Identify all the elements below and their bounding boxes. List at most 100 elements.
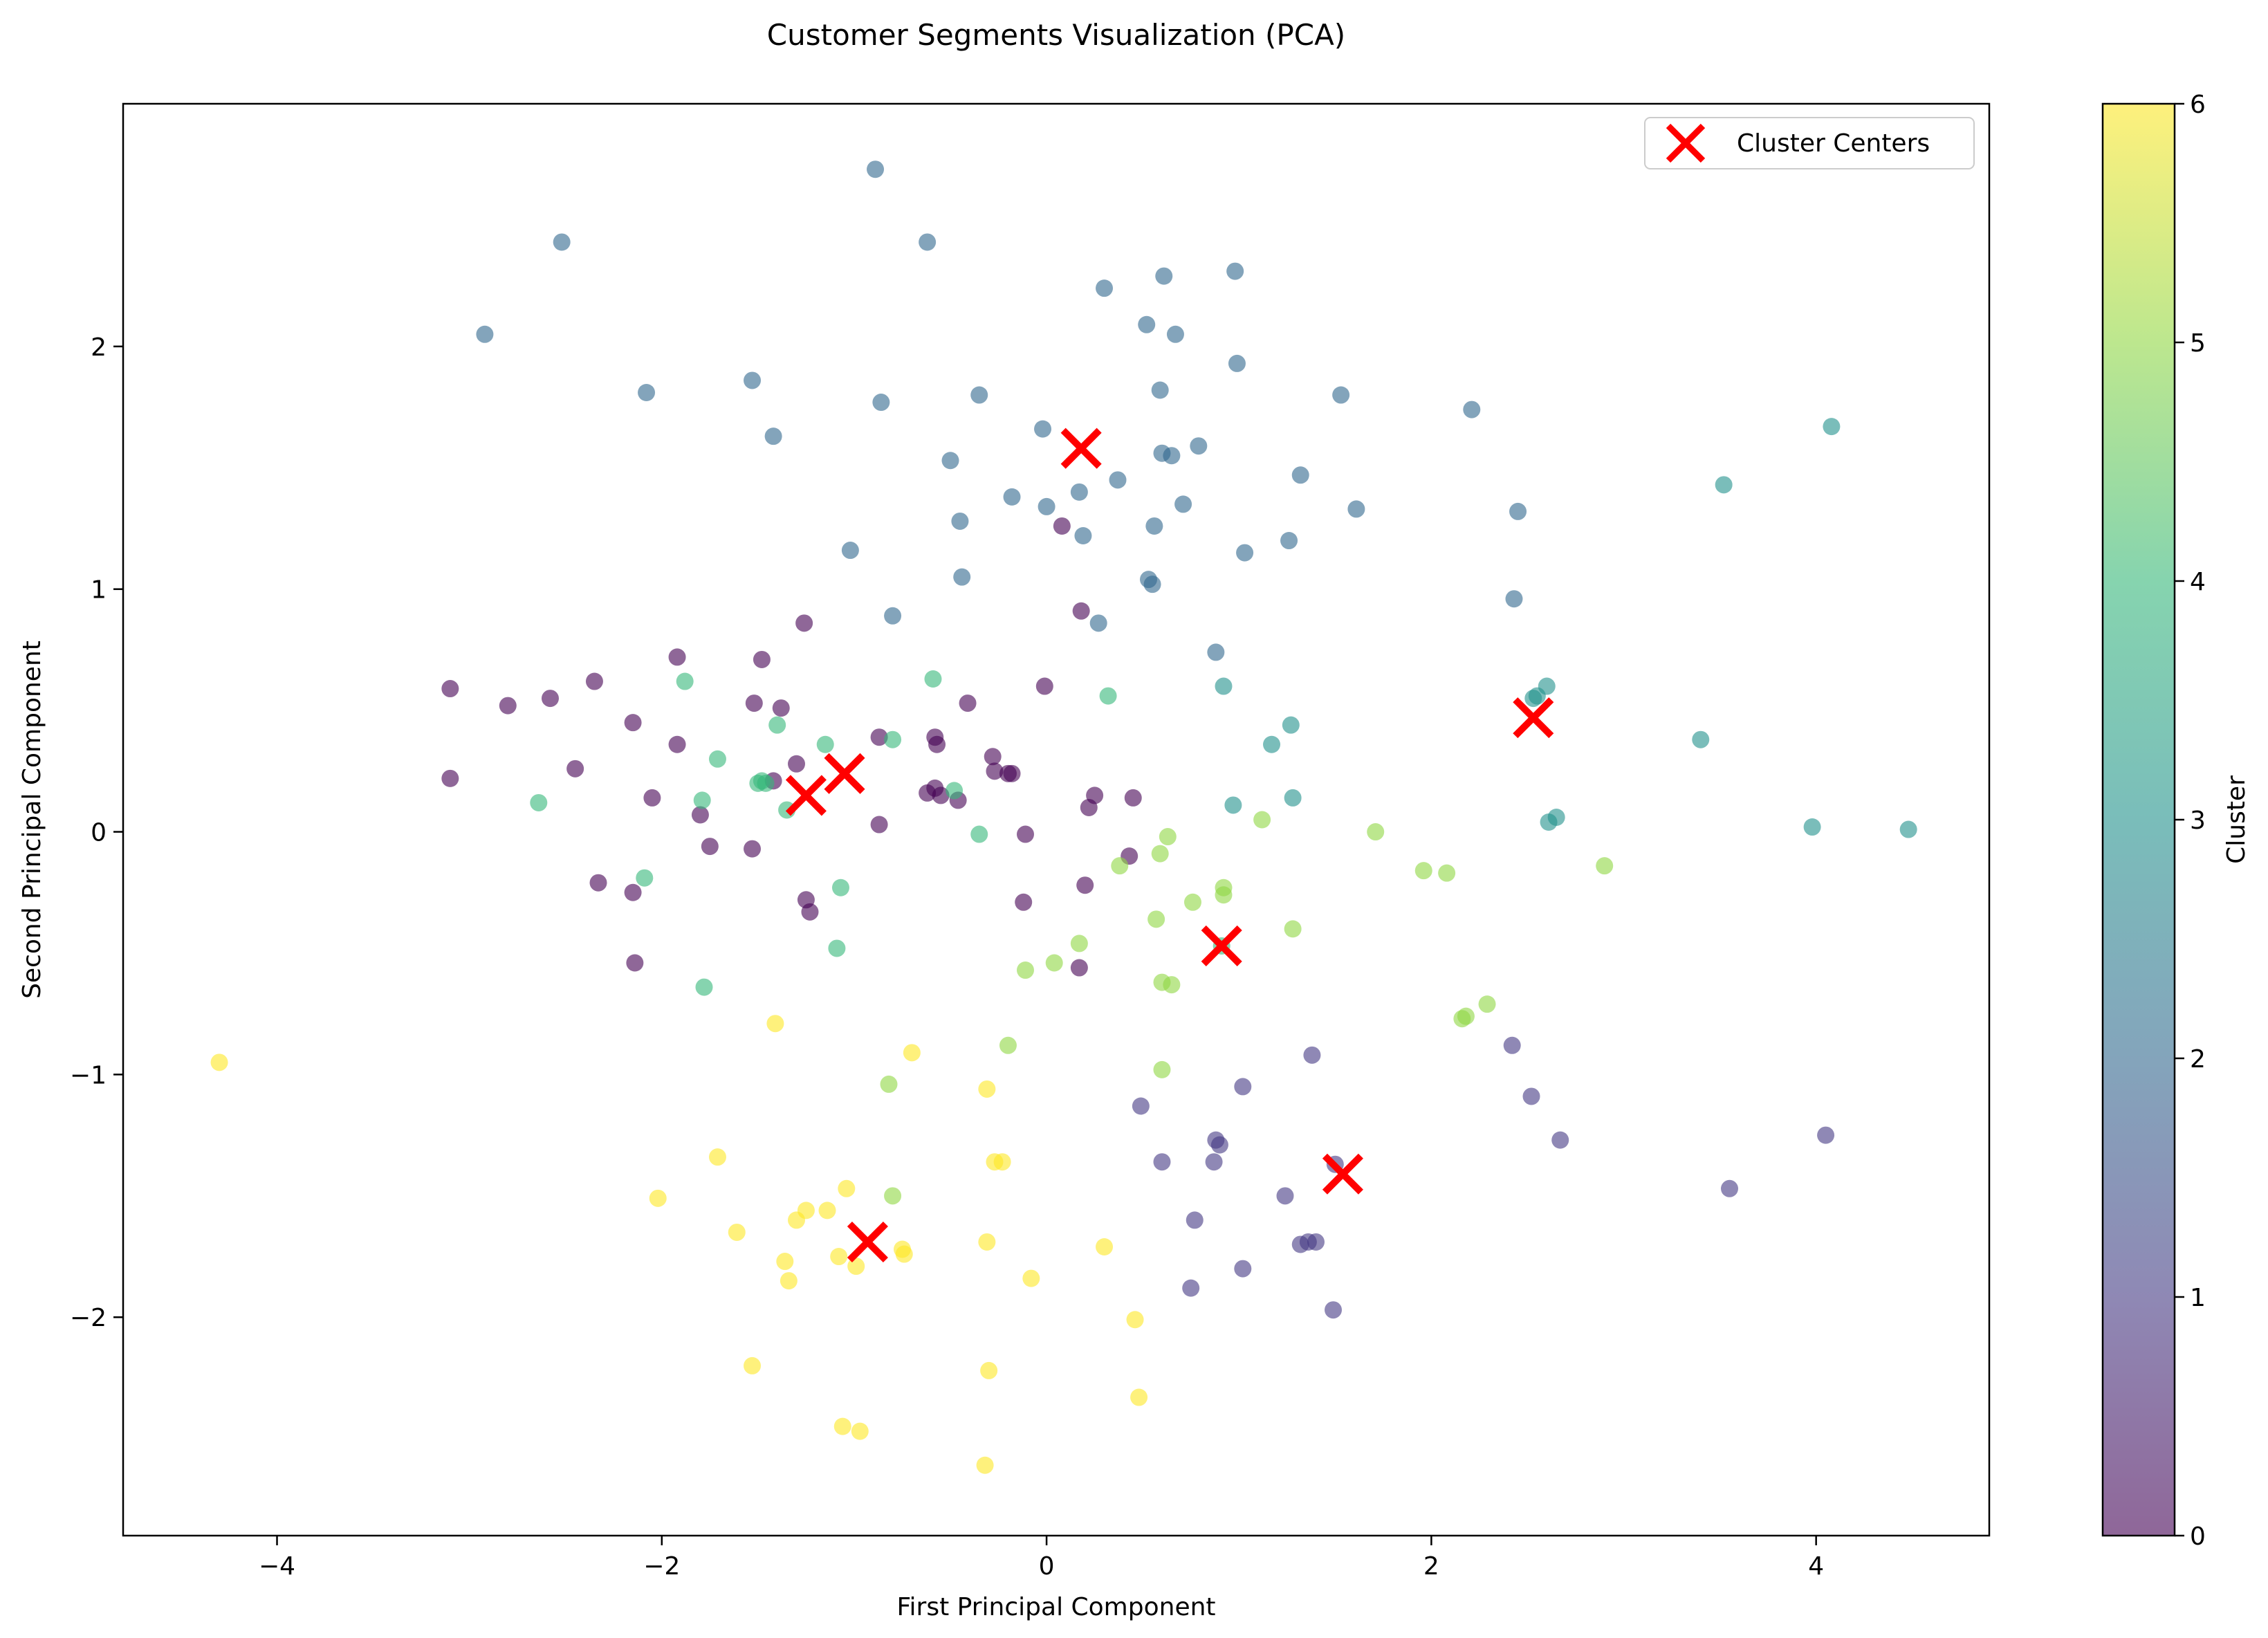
legend-marker-x [1666,123,1706,163]
cluster-center-marker [1322,1153,1363,1195]
colorbar-tick-label: 5 [2190,329,2206,358]
data-point-cluster-4 [676,672,694,690]
data-point-cluster-2 [1228,354,1246,372]
data-point-cluster-2 [1143,576,1161,593]
data-point-cluster-0 [624,714,642,732]
data-point-cluster-1 [1186,1211,1204,1229]
data-point-cluster-0 [541,690,559,708]
colorbar-label: Cluster [2222,775,2251,864]
data-point-cluster-5 [1478,995,1496,1013]
data-point-cluster-0 [1016,825,1034,843]
data-point-cluster-6 [1022,1269,1040,1287]
data-point-cluster-6 [978,1080,996,1098]
data-point-cluster-2 [1207,643,1225,661]
data-point-cluster-5 [1147,910,1165,928]
colorbar-tick-label: 0 [2190,1522,2206,1551]
legend: Cluster Centers [1644,117,1975,169]
y-axis: −2 −1 0 1 2 [70,333,123,1332]
data-point-cluster-0 [959,694,977,712]
data-point-cluster-6 [766,1015,784,1033]
data-point-cluster-0 [691,806,709,824]
legend-entry-cluster-centers: Cluster Centers [1737,129,1930,158]
data-point-cluster-4 [530,793,548,811]
data-point-cluster-0 [870,816,888,834]
data-point-cluster-5 [1183,893,1201,911]
data-point-cluster-6 [649,1189,667,1207]
data-point-cluster-0 [643,789,661,807]
data-point-cluster-0 [788,755,806,773]
plot-frame [122,102,1991,1537]
data-point-cluster-0 [772,699,790,717]
data-point-cluster-2 [1070,483,1088,501]
data-point-cluster-3 [1224,796,1242,814]
data-point-cluster-2 [1089,614,1107,632]
data-point-cluster-5 [1163,976,1181,994]
data-point-cluster-2 [919,233,937,251]
data-point-cluster-5 [1153,1060,1171,1078]
data-point-cluster-2 [1163,447,1181,465]
x-axis-label: First Principal Component [896,1593,1215,1621]
data-point-cluster-4 [1099,687,1117,705]
data-point-cluster-6 [708,1148,726,1166]
data-point-cluster-1 [1210,1136,1228,1154]
y-axis-label: Second Principal Component [18,641,46,999]
data-point-cluster-2 [1347,500,1365,518]
data-point-cluster-4 [693,791,711,809]
data-point-cluster-6 [903,1044,921,1062]
data-point-cluster-3 [1803,818,1821,836]
data-point-cluster-0 [745,694,763,712]
scatter-points [210,160,1917,1474]
data-point-cluster-2 [1166,325,1184,343]
data-point-cluster-1 [1205,1153,1223,1171]
data-point-cluster-5 [1045,954,1063,972]
cluster-center-marker [847,1221,888,1263]
data-point-cluster-2 [1190,437,1208,455]
data-point-cluster-5 [1111,857,1129,875]
data-point-cluster-5 [1215,886,1233,904]
data-point-cluster-1 [1182,1279,1200,1297]
data-point-cluster-2 [1138,315,1156,333]
y-tick-label: 1 [91,576,107,605]
data-point-cluster-3 [1215,677,1233,695]
data-point-cluster-0 [585,672,603,690]
colorbar-tick-label: 3 [2190,807,2206,835]
data-point-cluster-1 [1325,1301,1343,1319]
data-point-cluster-6 [210,1053,228,1071]
x-tick-label: −4 [259,1552,295,1581]
data-point-cluster-1 [1234,1260,1252,1278]
data-point-cluster-2 [1109,471,1127,489]
data-point-cluster-2 [744,371,762,389]
data-point-cluster-0 [1015,893,1033,911]
data-point-cluster-1 [1522,1087,1540,1105]
data-point-cluster-0 [589,874,607,892]
data-point-cluster-5 [1159,828,1177,846]
data-point-cluster-5 [1438,864,1456,882]
data-point-cluster-5 [1151,845,1169,863]
data-point-cluster-5 [1367,823,1385,841]
data-point-cluster-0 [499,697,517,715]
data-point-cluster-1 [1234,1078,1252,1096]
data-point-cluster-0 [986,762,1004,780]
data-point-cluster-6 [830,1248,848,1266]
data-point-cluster-6 [833,1417,851,1435]
data-point-cluster-0 [928,735,946,753]
data-point-cluster-4 [695,978,713,996]
data-point-cluster-2 [1226,262,1244,280]
data-point-cluster-2 [764,427,782,445]
data-point-cluster-0 [701,838,719,856]
data-point-cluster-5 [1414,862,1432,880]
data-point-cluster-2 [953,568,971,586]
data-point-cluster-0 [1003,764,1021,782]
data-point-cluster-0 [984,748,1002,766]
data-point-cluster-2 [1236,544,1254,562]
x-tick-label: −2 [643,1552,680,1581]
data-point-cluster-2 [1291,466,1309,484]
plot-area [123,104,1989,1536]
data-point-cluster-2 [476,325,494,343]
data-point-cluster-5 [999,1036,1017,1054]
cluster-center-marker [1060,427,1102,469]
data-point-cluster-2 [867,160,885,178]
y-tick-label: 2 [91,333,107,362]
data-point-cluster-5 [1016,961,1034,979]
legend-box [1644,117,1975,169]
